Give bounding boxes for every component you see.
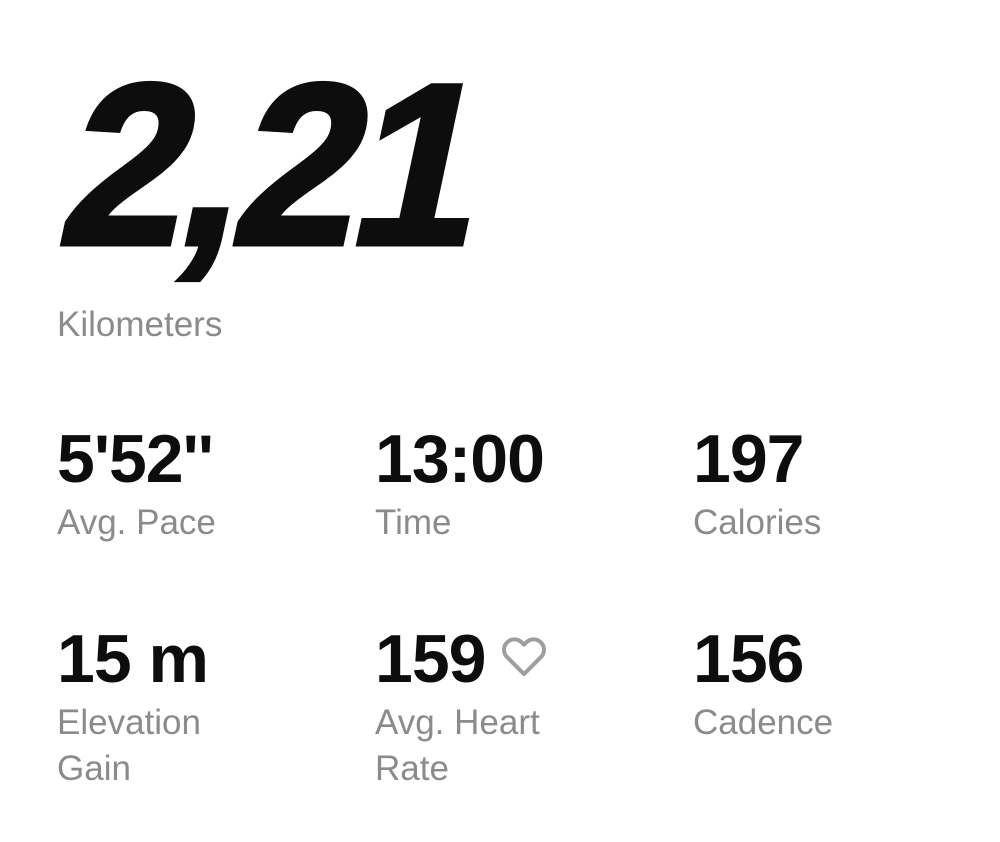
time-value: 13:00 <box>375 421 545 497</box>
calories-label: Calories <box>693 502 822 542</box>
avg-heart-rate-value: 159 <box>375 620 486 697</box>
avg-heart-rate-label: Avg. Heart Rate <box>375 702 540 788</box>
elevation-gain-label: Elevation Gain <box>57 702 201 788</box>
elevation-gain-value: 15 m <box>57 620 209 697</box>
stat-avg-heart-rate: 159 Avg. Heart Rate <box>375 620 693 792</box>
stat-time: 13:00 Time <box>375 422 693 546</box>
stat-avg-pace: 5'52'' Avg. Pace <box>57 422 375 546</box>
avg-pace-value: 5'52'' <box>57 421 214 497</box>
cadence-value: 156 <box>693 620 804 697</box>
distance-unit-label: Kilometers <box>57 305 223 344</box>
stats-grid: 5'52'' Avg. Pace 13:00 Time 197 Calories… <box>57 422 1000 792</box>
heart-outline-icon <box>502 637 547 677</box>
cadence-label: Cadence <box>693 702 834 742</box>
stat-elevation-gain: 15 m Elevation Gain <box>57 620 375 792</box>
avg-pace-label: Avg. Pace <box>57 502 216 542</box>
calories-value: 197 <box>693 421 804 497</box>
time-label: Time <box>375 502 452 542</box>
distance-value: 2,21 <box>42 34 508 296</box>
stat-cadence: 156 Cadence <box>693 620 1000 792</box>
stat-calories: 197 Calories <box>693 422 1000 546</box>
